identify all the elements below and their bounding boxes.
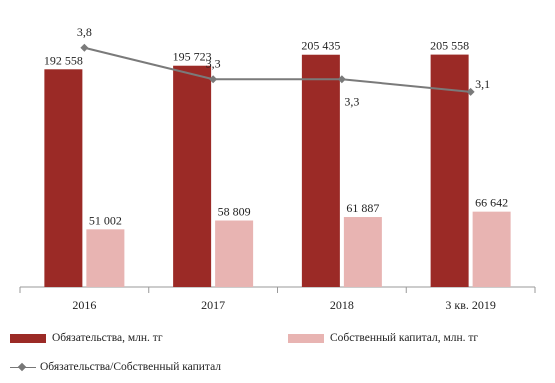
x-tick-label: 2017 <box>201 298 225 312</box>
ratio-line <box>84 46 471 93</box>
bar-liabilities <box>430 54 469 287</box>
ratio-marker <box>337 75 346 84</box>
data-label-liabilities: 192 558 <box>44 53 83 67</box>
legend-label-ratio: Обязательства/Собственный капитал <box>40 361 222 373</box>
data-label-ratio: 3,8 <box>77 25 92 39</box>
ratio-marker <box>209 75 218 84</box>
x-tick-label: 2016 <box>72 298 96 312</box>
data-label-liabilities: 205 558 <box>430 39 469 53</box>
data-label-liabilities: 205 435 <box>301 39 340 53</box>
legend-item-liabilities: Обязательства, млн. тг <box>10 332 163 344</box>
bar-equity <box>472 211 511 287</box>
data-label-equity: 58 809 <box>218 205 251 219</box>
legend-item-ratio: Обязательства/Собственный капитал <box>10 361 221 373</box>
data-label-liabilities: 195 723 <box>173 50 212 64</box>
legend-swatch-equity <box>288 333 324 343</box>
legend-swatch-liabilities <box>10 333 46 343</box>
bar-liabilities <box>301 54 340 288</box>
data-label-ratio: 3,3 <box>206 56 221 70</box>
ratio-marker <box>466 87 475 96</box>
bar-equity <box>86 229 125 287</box>
legend-line-ratio-icon <box>10 363 36 372</box>
legend-item-equity: Собственный капитал, млн. тг <box>288 332 478 344</box>
data-label-equity: 51 002 <box>89 213 122 227</box>
bar-liabilities <box>173 65 212 287</box>
data-label-equity: 61 887 <box>346 201 379 215</box>
data-label-equity: 66 642 <box>475 196 508 210</box>
ratio-marker <box>80 43 89 52</box>
bar-equity <box>343 217 382 287</box>
data-label-ratio: 3,1 <box>475 77 490 91</box>
bar-liabilities <box>44 69 83 287</box>
legend-label-liabilities: Обязательства, млн. тг <box>52 332 163 344</box>
x-tick-label: 3 кв. 2019 <box>445 298 496 312</box>
legend-label-equity: Собственный капитал, млн. тг <box>330 332 479 344</box>
data-label-ratio: 3,3 <box>344 94 359 108</box>
x-tick-label: 2018 <box>330 298 354 312</box>
bar-equity <box>215 220 254 287</box>
